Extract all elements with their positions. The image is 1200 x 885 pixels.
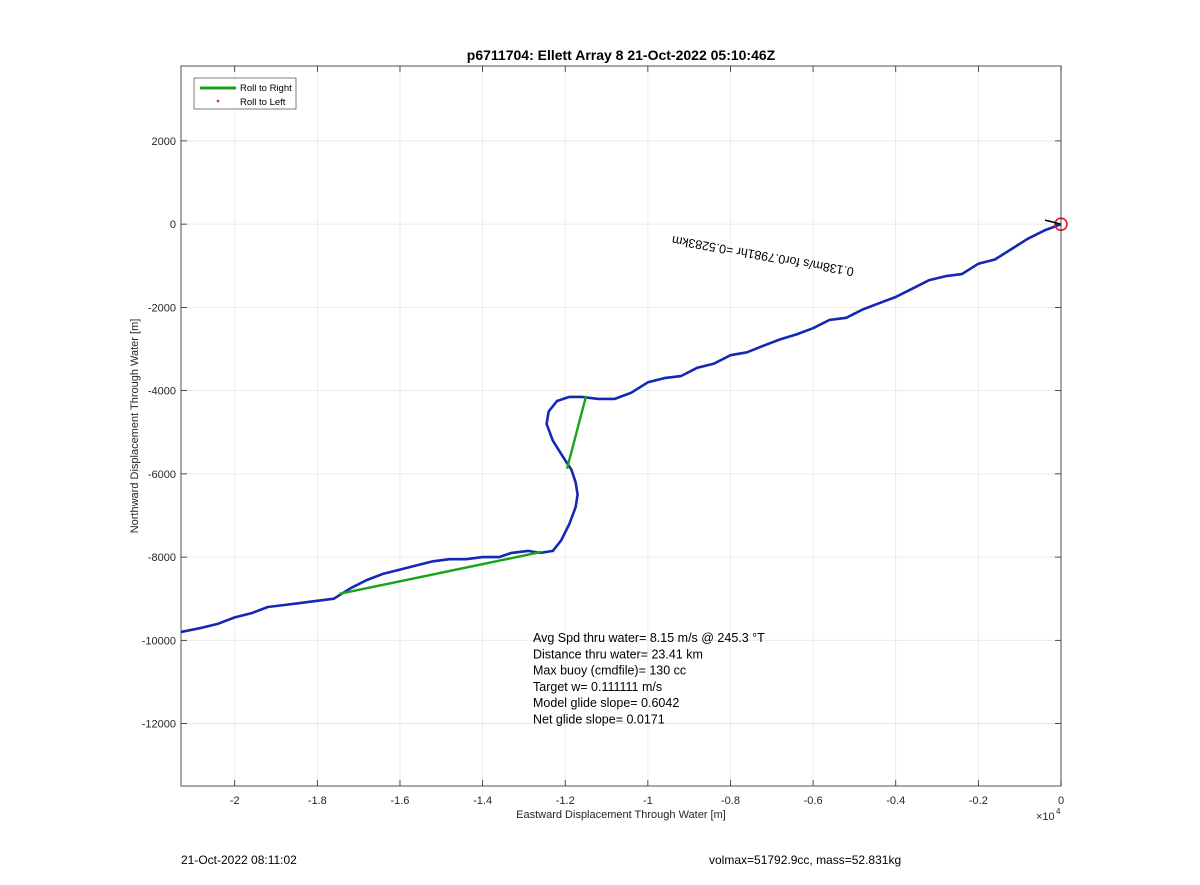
x-exponent-base: ×10 xyxy=(1036,811,1055,823)
x-tick-label: -1 xyxy=(643,795,653,807)
x-tick-label: -0.6 xyxy=(804,795,823,807)
current-arrow xyxy=(1044,219,1062,225)
y-tick-label: 0 xyxy=(170,219,176,231)
stats-line: Max buoy (cmdfile)= 130 cc xyxy=(533,664,686,678)
y-tick-label: -8000 xyxy=(148,552,176,564)
x-tick-label: 0 xyxy=(1058,795,1064,807)
stats-annotations: Avg Spd thru water= 8.15 m/s @ 245.3 °T D… xyxy=(533,631,765,727)
footer-timestamp: 21-Oct-2022 08:11:02 xyxy=(181,853,297,867)
y-tick-label: 2000 xyxy=(152,136,176,148)
y-tick-label: -6000 xyxy=(148,469,176,481)
y-tick-label: -12000 xyxy=(142,719,176,731)
legend-label-roll-right: Roll to Right xyxy=(240,83,292,94)
x-exponent: ×10 4 xyxy=(1036,807,1061,823)
x-tick-label: -1.2 xyxy=(556,795,575,807)
chart-title: p6711704: Ellett Array 8 21-Oct-2022 05:… xyxy=(467,47,776,63)
roll-right-segment xyxy=(566,395,588,469)
legend-swatch-roll-left xyxy=(216,99,220,103)
y-tick-label: -4000 xyxy=(148,386,176,398)
x-tick-label: -0.2 xyxy=(969,795,988,807)
x-tick-label: -0.4 xyxy=(886,795,905,807)
stats-line: Avg Spd thru water= 8.15 m/s @ 245.3 °T xyxy=(533,631,765,645)
x-tick-label: -2 xyxy=(230,795,240,807)
footer-mass-info: volmax=51792.9cc, mass=52.831kg xyxy=(709,853,902,867)
stats-line: Distance thru water= 23.41 km xyxy=(533,647,703,661)
roll-right-segment xyxy=(338,550,542,595)
x-tick-label: -1.4 xyxy=(473,795,492,807)
stats-line: Target w= 0.111111 m/s xyxy=(533,680,662,694)
legend-box xyxy=(193,77,297,110)
x-tick-label: -1.8 xyxy=(308,795,327,807)
legend: Roll to Right Roll to Left xyxy=(193,77,297,110)
y-tick-label: -10000 xyxy=(142,635,176,647)
y-axis-label: Northward Displacement Through Water [m] xyxy=(129,319,141,534)
x-tick-label: -0.8 xyxy=(721,795,740,807)
axis-ticks: -2 -1.8 -1.6 -1.4 -1.2 -1 -0.8 -0.6 -0.4 -0.2 0 200… xyxy=(142,66,1064,807)
stats-line: Net glide slope= 0.0171 xyxy=(533,713,665,727)
stats-line: Model glide slope= 0.6042 xyxy=(533,696,679,710)
track-line xyxy=(181,222,1061,634)
y-tick-label: -2000 xyxy=(148,302,176,314)
x-axis-label: Eastward Displacement Through Water [m] xyxy=(516,809,726,821)
legend-label-roll-left: Roll to Left xyxy=(240,97,286,108)
plot-frame xyxy=(180,65,1062,787)
x-tick-label: -1.6 xyxy=(390,795,409,807)
x-exponent-power: 4 xyxy=(1056,807,1061,816)
